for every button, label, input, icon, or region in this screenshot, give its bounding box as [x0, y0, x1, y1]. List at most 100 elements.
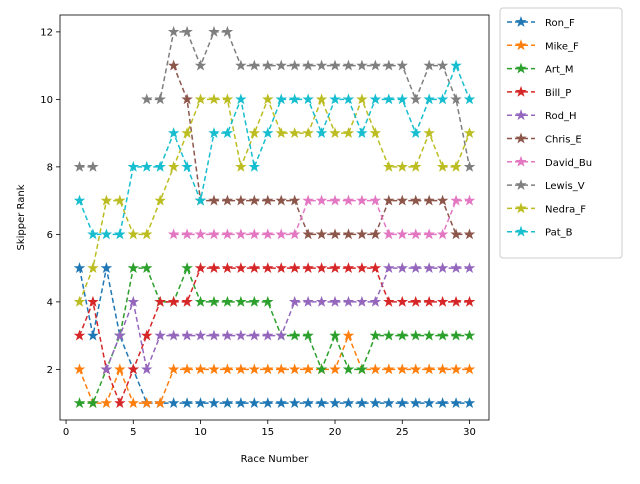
- legend-marker: [515, 155, 527, 167]
- point-marker: [275, 329, 287, 341]
- point-marker: [315, 363, 328, 375]
- point-marker: [275, 228, 287, 240]
- point-marker: [194, 363, 207, 375]
- point-marker: [235, 228, 247, 240]
- point-marker: [369, 363, 382, 375]
- point-marker: [383, 228, 395, 240]
- point-marker: [275, 93, 287, 105]
- point-marker: [423, 194, 435, 206]
- point-marker: [167, 363, 180, 375]
- y-tick-label: 12: [40, 27, 53, 38]
- point-marker: [342, 397, 355, 409]
- legend-marker: [515, 62, 527, 74]
- y-tick-label: 10: [40, 95, 53, 106]
- point-marker: [154, 329, 166, 341]
- point-marker: [114, 329, 126, 341]
- point-marker: [288, 262, 301, 274]
- point-marker: [356, 93, 368, 105]
- point-marker: [154, 397, 166, 409]
- point-marker: [87, 160, 99, 172]
- point-marker: [194, 262, 207, 274]
- point-marker: [248, 127, 261, 139]
- point-marker: [73, 363, 86, 375]
- point-marker: [342, 194, 355, 206]
- point-marker: [356, 295, 368, 307]
- point-marker: [288, 59, 301, 71]
- point-marker: [167, 59, 180, 71]
- point-marker: [369, 93, 382, 105]
- point-marker: [369, 228, 382, 240]
- point-marker: [342, 127, 355, 139]
- y-tick-label: 6: [47, 230, 53, 241]
- point-marker: [356, 262, 368, 274]
- point-marker: [235, 397, 247, 409]
- point-marker: [235, 262, 247, 274]
- legend-label: Art_M: [545, 65, 574, 76]
- point-marker: [302, 228, 314, 240]
- point-marker: [463, 397, 476, 409]
- point-marker: [262, 329, 274, 341]
- legend-marker: [515, 225, 527, 237]
- point-marker: [167, 397, 180, 409]
- point-marker: [288, 127, 301, 139]
- point-marker: [181, 228, 193, 240]
- x-tick-label: 15: [261, 427, 274, 438]
- point-marker: [235, 194, 247, 206]
- point-marker: [409, 228, 422, 240]
- x-tick-label: 5: [130, 427, 136, 438]
- point-marker: [141, 329, 153, 341]
- point-marker: [450, 363, 462, 375]
- legend-label: Lewis_V: [545, 181, 585, 192]
- point-marker: [262, 397, 274, 409]
- y-axis-label: Skipper Rank: [16, 184, 27, 250]
- point-marker: [436, 363, 449, 375]
- legend-marker: [515, 85, 527, 97]
- point-marker: [302, 363, 314, 375]
- point-marker: [409, 160, 422, 172]
- point-marker: [208, 329, 220, 341]
- point-marker: [275, 262, 287, 274]
- point-marker: [369, 397, 382, 409]
- point-marker: [181, 363, 193, 375]
- point-marker: [87, 295, 99, 307]
- point-marker: [181, 262, 193, 274]
- legend-label: Ron_F: [545, 18, 575, 29]
- point-marker: [235, 59, 247, 71]
- point-marker: [141, 160, 153, 172]
- point-marker: [221, 397, 234, 409]
- point-marker: [369, 59, 382, 71]
- point-marker: [302, 295, 314, 307]
- point-marker: [127, 160, 140, 172]
- point-marker: [248, 194, 261, 206]
- point-marker: [329, 397, 341, 409]
- point-marker: [154, 93, 166, 105]
- point-marker: [114, 228, 126, 240]
- point-marker: [329, 295, 341, 307]
- point-marker: [409, 329, 422, 341]
- point-marker: [275, 363, 287, 375]
- point-marker: [221, 127, 234, 139]
- point-marker: [262, 295, 274, 307]
- point-marker: [248, 329, 261, 341]
- point-marker: [221, 262, 234, 274]
- point-marker: [100, 194, 113, 206]
- legend-label: Chris_E: [545, 135, 582, 146]
- point-marker: [262, 93, 274, 105]
- point-marker: [100, 228, 113, 240]
- x-tick-label: 25: [396, 427, 409, 438]
- point-marker: [208, 397, 220, 409]
- series-line: [78, 63, 471, 236]
- point-marker: [208, 262, 220, 274]
- point-marker: [396, 194, 408, 206]
- point-marker: [369, 295, 382, 307]
- point-marker: [383, 93, 395, 105]
- point-marker: [436, 262, 449, 274]
- point-marker: [329, 59, 341, 71]
- point-marker: [181, 329, 193, 341]
- point-marker: [302, 59, 314, 71]
- point-marker: [383, 194, 395, 206]
- point-marker: [302, 262, 314, 274]
- point-marker: [221, 25, 234, 37]
- point-marker: [409, 397, 422, 409]
- point-marker: [450, 262, 462, 274]
